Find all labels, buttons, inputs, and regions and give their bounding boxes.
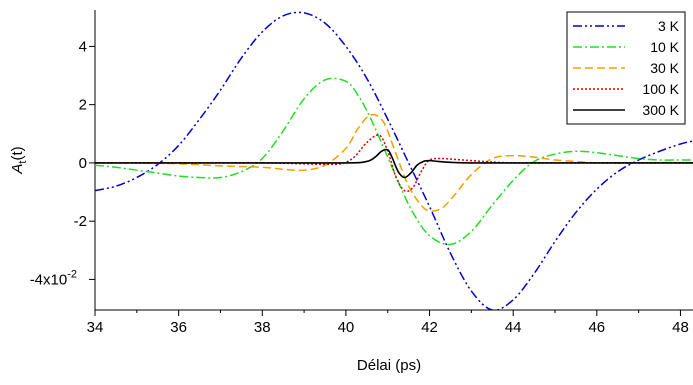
y-tick-label: 4: [79, 38, 87, 55]
x-tick-label: 40: [338, 319, 355, 336]
y-axis-title-main: A: [9, 164, 26, 175]
x-tick-label: 44: [505, 319, 522, 336]
y-tick-label: -4x10-2: [30, 268, 77, 288]
series-line-300k: [95, 148, 693, 179]
x-axis: 34 36 38 40 42 44 46 48: [87, 309, 693, 336]
y-tick-label: 0: [79, 155, 87, 172]
legend-label: 300 K: [642, 102, 679, 118]
y-tick-label: -2: [74, 213, 87, 230]
series-line-100k: [95, 134, 693, 193]
y-tick-exponent: -2: [67, 268, 77, 280]
y-axis-title-suffix: (t): [9, 146, 26, 160]
y-axis: 420-2-4x10-2: [30, 10, 96, 310]
series-line-10k: [95, 77, 693, 246]
series-layer: [95, 11, 693, 310]
x-tick-label: 48: [672, 319, 689, 336]
legend-label: 30 K: [650, 60, 679, 76]
x-tick-label: 34: [87, 319, 104, 336]
x-tick-label: 46: [588, 319, 605, 336]
series-line-30k: [95, 113, 693, 212]
legend-label: 100 K: [642, 81, 679, 97]
x-tick-label: 42: [421, 319, 438, 336]
x-tick-label: 36: [170, 319, 187, 336]
x-axis-title: Délai (ps): [357, 357, 421, 374]
x-tick-label: 38: [254, 319, 271, 336]
legend-label: 3 K: [658, 18, 680, 34]
y-axis-title: At(t): [9, 146, 29, 174]
y-tick-label: 2: [79, 97, 87, 114]
legend: 3 K 10 K 30 K 100 K 300 K: [566, 11, 686, 125]
series-line-3k: [95, 11, 693, 310]
legend-label: 10 K: [650, 39, 679, 55]
y-axis-title-sub: t: [17, 161, 29, 164]
